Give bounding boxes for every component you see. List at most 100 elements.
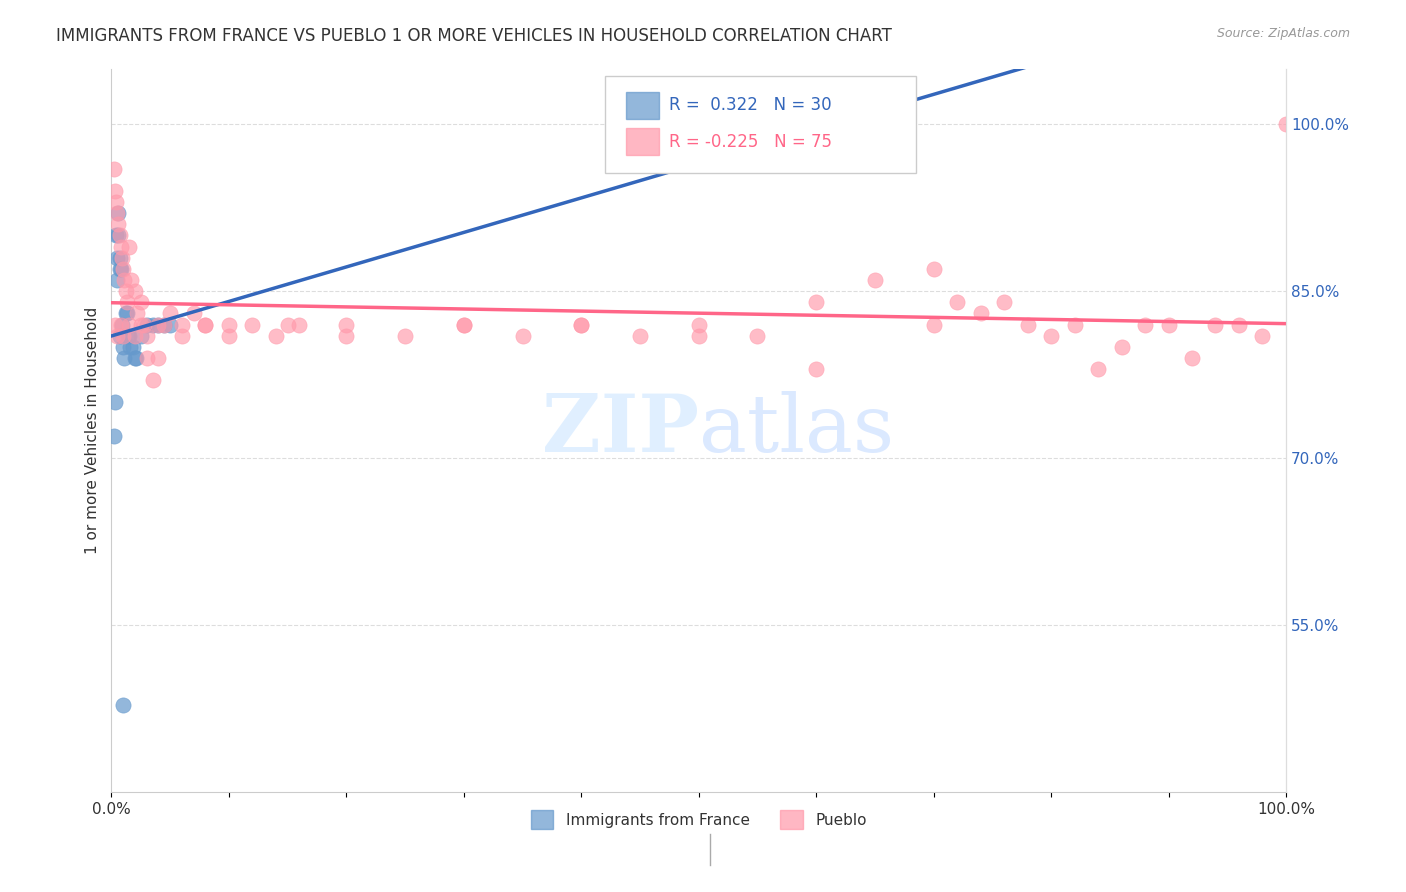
Point [129, 318, 152, 332]
Point [112, 340, 135, 354]
Point [105, 251, 128, 265]
Point [946, 295, 969, 310]
Point [141, 373, 163, 387]
Point [1181, 351, 1204, 365]
Point [134, 318, 156, 332]
Point [115, 306, 138, 320]
Point [112, 328, 135, 343]
Point [110, 239, 132, 253]
Point [104, 184, 127, 198]
Text: IMMIGRANTS FROM FRANCE VS PUEBLO 1 OR MORE VEHICLES IN HOUSEHOLD CORRELATION CHA: IMMIGRANTS FROM FRANCE VS PUEBLO 1 OR MO… [56, 27, 893, 45]
Bar [626, 128, 659, 155]
Point [804, 362, 827, 376]
Legend: Immigrants from France, Pueblo: Immigrants from France, Pueblo [524, 804, 873, 835]
Point [148, 351, 170, 365]
Point [114, 284, 136, 298]
Point [1275, 117, 1298, 131]
Point [107, 228, 129, 243]
Text: Source: ZipAtlas.com: Source: ZipAtlas.com [1216, 27, 1350, 40]
Point [394, 328, 416, 343]
Point [747, 328, 769, 343]
Point [183, 306, 205, 320]
Point [922, 318, 945, 332]
Text: ZIP: ZIP [541, 392, 699, 469]
Point [194, 318, 217, 332]
Point [127, 306, 149, 320]
Point [108, 261, 131, 276]
Point [112, 698, 135, 713]
Point [103, 161, 125, 176]
Point [111, 251, 134, 265]
Point [688, 328, 710, 343]
Point [1017, 318, 1039, 332]
Bar [626, 92, 659, 120]
Point [105, 228, 128, 243]
Point [108, 251, 131, 265]
Point [153, 318, 176, 332]
Point [112, 261, 135, 276]
Point [135, 328, 157, 343]
Point [110, 261, 132, 276]
Point [107, 217, 129, 231]
Point [277, 318, 299, 332]
Point [335, 318, 357, 332]
Point [804, 117, 827, 131]
Point [107, 206, 129, 220]
Point [115, 295, 138, 310]
Point [1063, 318, 1085, 332]
Point [120, 273, 142, 287]
Point [141, 318, 163, 332]
Point [969, 306, 991, 320]
Point [922, 261, 945, 276]
Point [159, 306, 181, 320]
Point [108, 228, 131, 243]
Point [170, 318, 193, 332]
Point [112, 351, 135, 365]
Text: R = -0.225   N = 75: R = -0.225 N = 75 [669, 133, 832, 151]
Point [135, 318, 157, 332]
FancyBboxPatch shape [605, 76, 915, 173]
Point [153, 318, 176, 332]
Point [105, 328, 128, 343]
Y-axis label: 1 or more Vehicles in Household: 1 or more Vehicles in Household [86, 307, 100, 554]
Point [1133, 318, 1156, 332]
Text: atlas: atlas [699, 392, 894, 469]
Point [804, 295, 827, 310]
Point [1040, 328, 1063, 343]
Point [104, 395, 127, 409]
Point [111, 318, 134, 332]
Point [1087, 362, 1109, 376]
Point [129, 328, 152, 343]
Point [124, 284, 146, 298]
Point [240, 318, 263, 332]
Point [1157, 318, 1180, 332]
Point [569, 318, 592, 332]
Point [124, 328, 146, 343]
Point [159, 318, 181, 332]
Point [120, 340, 142, 354]
Point [628, 328, 651, 343]
Point [569, 318, 592, 332]
Point [135, 351, 157, 365]
Point [218, 318, 240, 332]
Point [129, 295, 152, 310]
Point [112, 273, 135, 287]
Point [108, 328, 131, 343]
Point [148, 318, 170, 332]
Point [863, 273, 886, 287]
Point [148, 318, 170, 332]
Point [125, 351, 148, 365]
Point [114, 306, 136, 320]
Point [218, 328, 240, 343]
Point [104, 318, 127, 332]
Point [105, 273, 128, 287]
Point [1204, 318, 1226, 332]
Point [453, 318, 475, 332]
Point [335, 328, 357, 343]
Point [512, 328, 534, 343]
Point [124, 351, 146, 365]
Point [453, 318, 475, 332]
Point [194, 318, 217, 332]
Point [288, 318, 311, 332]
Point [1251, 328, 1274, 343]
